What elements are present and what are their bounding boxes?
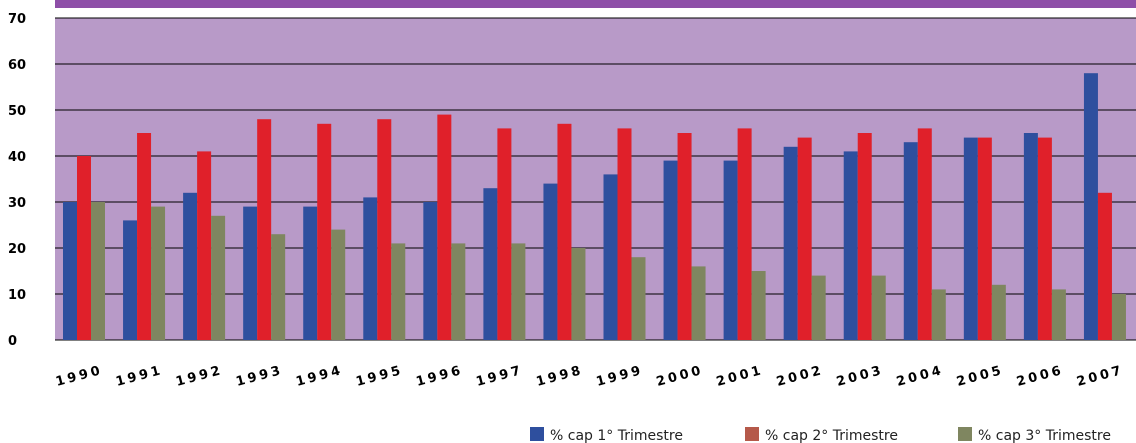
bar-2002-series-1 xyxy=(783,146,798,340)
bar-1992-series-2 xyxy=(197,151,212,340)
x-tick-label: 2002 xyxy=(775,363,825,390)
bar-1990-series-1 xyxy=(63,202,77,340)
bar-1994-series-3 xyxy=(331,229,346,340)
x-tick-label: 2001 xyxy=(715,363,765,390)
bar-2007-series-2 xyxy=(1097,192,1112,340)
bar-1996-series-3 xyxy=(451,243,466,340)
bar-2003-series-2 xyxy=(857,133,872,340)
bar-1990-series-3 xyxy=(91,202,105,340)
bar-1997-series-2 xyxy=(497,128,512,340)
x-tick-label: 1995 xyxy=(354,363,404,390)
y-tick-label: 70 xyxy=(8,12,26,27)
bar-1994-series-2 xyxy=(317,123,332,340)
x-tick-label: 1997 xyxy=(475,363,525,390)
bar-2005-series-1 xyxy=(963,137,978,340)
x-tick-label: 1994 xyxy=(294,363,344,390)
bar-2004-series-1 xyxy=(903,142,918,340)
x-tick-label: 1996 xyxy=(415,363,465,390)
bar-1998-series-3 xyxy=(571,248,586,340)
y-tick-label: 10 xyxy=(8,288,26,303)
bar-2004-series-3 xyxy=(931,289,946,340)
x-tick-label: 2005 xyxy=(955,363,1005,390)
x-axis: 1990 1991 1992 1993 1994 1995 1996 1997 1998 1999… xyxy=(54,363,1125,390)
bar-2005-series-2 xyxy=(977,137,992,340)
bar-1993-series-1 xyxy=(243,206,258,340)
x-tick-label: 1999 xyxy=(595,363,645,390)
bar-1990-series-2 xyxy=(77,156,91,340)
x-tick-label: 1992 xyxy=(174,363,224,390)
bar-1996-series-2 xyxy=(437,114,452,340)
y-tick-label: 0 xyxy=(8,334,17,349)
header-band xyxy=(55,0,1136,8)
x-tick-label: 2000 xyxy=(655,363,705,390)
legend-label-series-3: % cap 3° Trimestre xyxy=(978,428,1111,443)
y-tick-label: 20 xyxy=(8,242,26,257)
legend-swatch-series-1 xyxy=(530,427,544,441)
bar-1995-series-3 xyxy=(391,243,406,340)
y-tick-label: 40 xyxy=(8,150,26,165)
legend-swatch-series-3 xyxy=(958,427,972,441)
bar-2001-series-1 xyxy=(723,160,738,340)
bar-2000-series-1 xyxy=(663,160,678,340)
y-tick-label: 50 xyxy=(8,104,26,119)
bar-1991-series-3 xyxy=(151,206,166,340)
bar-1997-series-1 xyxy=(483,188,498,340)
bar-1995-series-2 xyxy=(377,119,392,340)
bar-2003-series-1 xyxy=(843,151,858,340)
x-tick-label: 1993 xyxy=(234,363,284,390)
bar-1994-series-1 xyxy=(303,206,318,340)
legend-swatch-series-2 xyxy=(745,427,759,441)
bar-2006-series-2 xyxy=(1037,137,1052,340)
bar-2001-series-3 xyxy=(751,271,766,340)
bar-2000-series-2 xyxy=(677,133,692,340)
bar-1991-series-1 xyxy=(123,220,138,340)
bar-2000-series-3 xyxy=(691,266,706,340)
bar-1996-series-1 xyxy=(423,202,438,340)
bar-1998-series-2 xyxy=(557,123,572,340)
x-tick-label: 2007 xyxy=(1075,363,1125,390)
bar-1999-series-2 xyxy=(617,128,632,340)
bars xyxy=(63,73,1126,340)
y-axis: 0 10 20 30 40 50 60 70 xyxy=(8,12,26,349)
bar-1992-series-3 xyxy=(211,215,226,340)
x-tick-label: 2006 xyxy=(1015,363,1065,390)
bar-2005-series-3 xyxy=(991,284,1006,340)
x-tick-label: 1998 xyxy=(535,363,585,390)
bar-1997-series-3 xyxy=(511,243,526,340)
plot-area xyxy=(55,18,1136,340)
x-tick-label: 1990 xyxy=(54,363,104,390)
bar-2003-series-3 xyxy=(871,275,886,340)
bar-1993-series-2 xyxy=(257,119,272,340)
bar-1993-series-3 xyxy=(271,234,286,340)
bar-1992-series-1 xyxy=(183,192,198,340)
x-tick-label: 2003 xyxy=(835,363,885,390)
bar-2006-series-3 xyxy=(1051,289,1066,340)
bar-2007-series-1 xyxy=(1083,73,1098,340)
bar-2001-series-2 xyxy=(737,128,752,340)
bar-1995-series-1 xyxy=(363,197,378,340)
bar-1999-series-1 xyxy=(603,174,618,340)
bar-1998-series-1 xyxy=(543,183,558,340)
bar-1991-series-2 xyxy=(137,133,152,340)
x-tick-label: 1991 xyxy=(114,363,164,390)
bar-2004-series-2 xyxy=(917,128,932,340)
legend-label-series-1: % cap 1° Trimestre xyxy=(550,428,683,443)
y-tick-label: 60 xyxy=(8,58,26,73)
gridlines xyxy=(55,17,1136,341)
bar-2007-series-3 xyxy=(1111,294,1126,340)
bar-2002-series-2 xyxy=(797,137,812,340)
bar-2002-series-3 xyxy=(811,275,826,340)
x-tick-label: 2004 xyxy=(895,363,945,390)
y-tick-label: 30 xyxy=(8,196,26,211)
bar-1999-series-3 xyxy=(631,257,646,340)
bar-2006-series-1 xyxy=(1023,133,1038,340)
legend: % cap 1° Trimestre % cap 2° Trimestre % ca… xyxy=(530,427,1111,443)
legend-label-series-2: % cap 2° Trimestre xyxy=(765,428,898,443)
